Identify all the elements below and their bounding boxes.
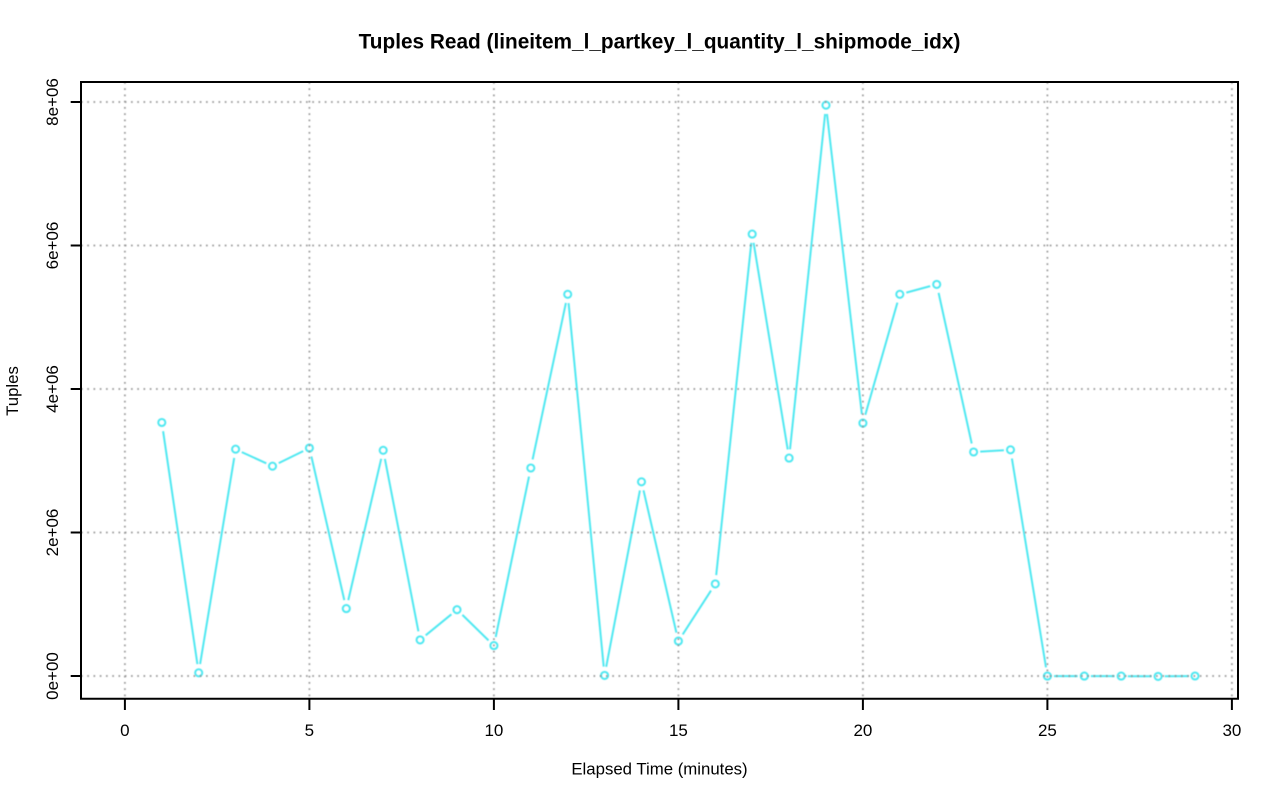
svg-text:6e+06: 6e+06 bbox=[43, 222, 62, 270]
svg-text:5: 5 bbox=[305, 721, 314, 740]
svg-text:15: 15 bbox=[669, 721, 688, 740]
svg-text:25: 25 bbox=[1038, 721, 1057, 740]
svg-text:Tuples: Tuples bbox=[3, 366, 22, 416]
svg-text:30: 30 bbox=[1222, 721, 1241, 740]
svg-text:0e+00: 0e+00 bbox=[43, 652, 62, 700]
svg-text:2e+06: 2e+06 bbox=[43, 509, 62, 557]
svg-text:10: 10 bbox=[484, 721, 503, 740]
svg-text:4e+06: 4e+06 bbox=[43, 365, 62, 413]
svg-text:Tuples Read (lineitem_l_partke: Tuples Read (lineitem_l_partkey_l_quanti… bbox=[359, 31, 961, 54]
svg-text:0: 0 bbox=[120, 721, 129, 740]
svg-text:8e+06: 8e+06 bbox=[43, 78, 62, 126]
svg-text:20: 20 bbox=[853, 721, 872, 740]
svg-text:Elapsed Time (minutes): Elapsed Time (minutes) bbox=[571, 759, 747, 778]
